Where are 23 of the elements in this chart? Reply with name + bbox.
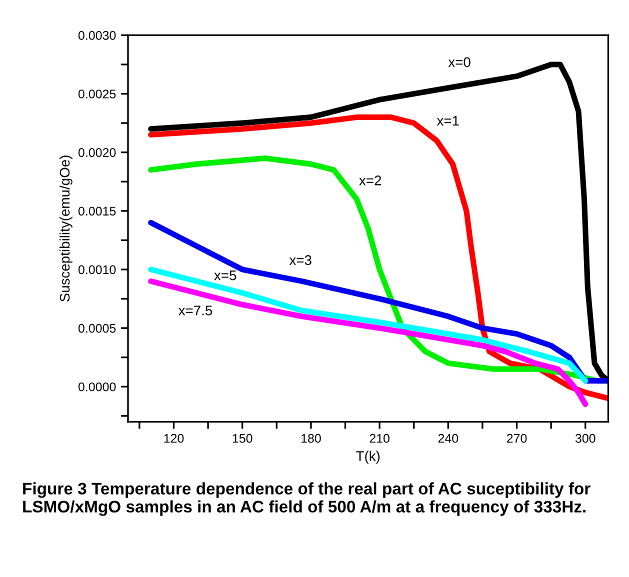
y-tick-label: 0.0005 bbox=[78, 324, 116, 333]
series-label: x=5 bbox=[214, 270, 236, 280]
y-tick-label: 0.0030 bbox=[78, 31, 116, 40]
x-tick-label: 300 bbox=[575, 434, 596, 443]
y-tick-label: 0.0015 bbox=[78, 206, 116, 216]
series-label: x=2 bbox=[359, 176, 382, 186]
x-tick-label: 210 bbox=[370, 434, 390, 443]
y-tick-label: 0.0025 bbox=[78, 90, 116, 98]
x-tick-label: 240 bbox=[438, 434, 458, 443]
x-tick-label: 150 bbox=[232, 434, 252, 443]
caption: Figure 3 Temperature dependence of the real part of AC suceptibility for LSMO/xMgO samples in an AC field of 500 A/m at a frequency of 333Hz. bbox=[23, 482, 590, 516]
y-tick-label: 0.0010 bbox=[78, 265, 116, 274]
y-axis-title: Susceptibility(emu/gOe) bbox=[59, 156, 72, 302]
x-tick-label: 120 bbox=[164, 434, 184, 443]
y-tick-label: 0.0020 bbox=[78, 148, 116, 157]
series-label: x=0 bbox=[448, 57, 470, 68]
series-label: x=1 bbox=[436, 116, 459, 126]
x-tick-label: 180 bbox=[301, 434, 321, 443]
x-tick-label: 270 bbox=[506, 434, 527, 443]
y-tick-label: 0.0000 bbox=[78, 382, 116, 392]
x-axis-title: T(k) bbox=[356, 450, 380, 464]
series-label: x=7.5 bbox=[178, 306, 212, 316]
series-label: x=3 bbox=[289, 255, 312, 266]
